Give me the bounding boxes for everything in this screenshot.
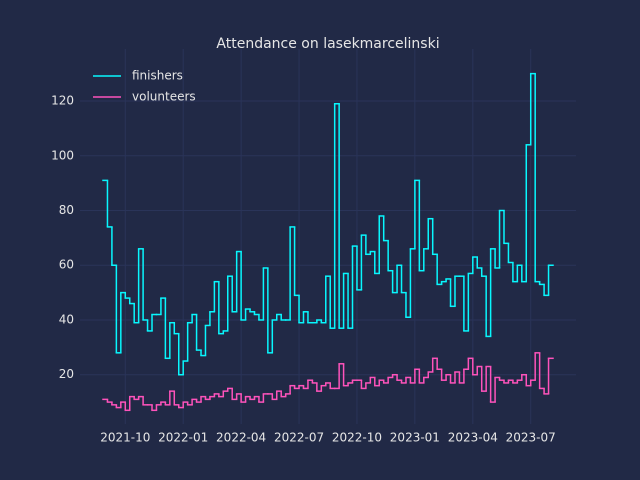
x-tick-label: 2022-01 <box>158 431 208 445</box>
x-tick-label: 2022-07 <box>274 431 324 445</box>
chart-title: Attendance on lasekmarcelinski <box>216 36 439 52</box>
y-tick-label: 100 <box>51 148 74 162</box>
y-tick-label: 40 <box>59 312 74 326</box>
x-tick-label: 2022-10 <box>332 431 382 445</box>
x-tick-label: 2021-10 <box>100 431 150 445</box>
y-tick-label: 120 <box>51 94 74 108</box>
y-tick-label: 60 <box>59 258 74 272</box>
x-tick-label: 2023-04 <box>448 431 498 445</box>
y-tick-label: 20 <box>59 367 74 381</box>
x-tick-label: 2022-04 <box>216 431 266 445</box>
x-tick-label: 2023-01 <box>390 431 440 445</box>
x-tick-label: 2023-07 <box>506 431 556 445</box>
legend-label: finishers <box>132 69 183 83</box>
legend-label: volunteers <box>132 90 196 104</box>
y-tick-label: 80 <box>59 203 74 217</box>
